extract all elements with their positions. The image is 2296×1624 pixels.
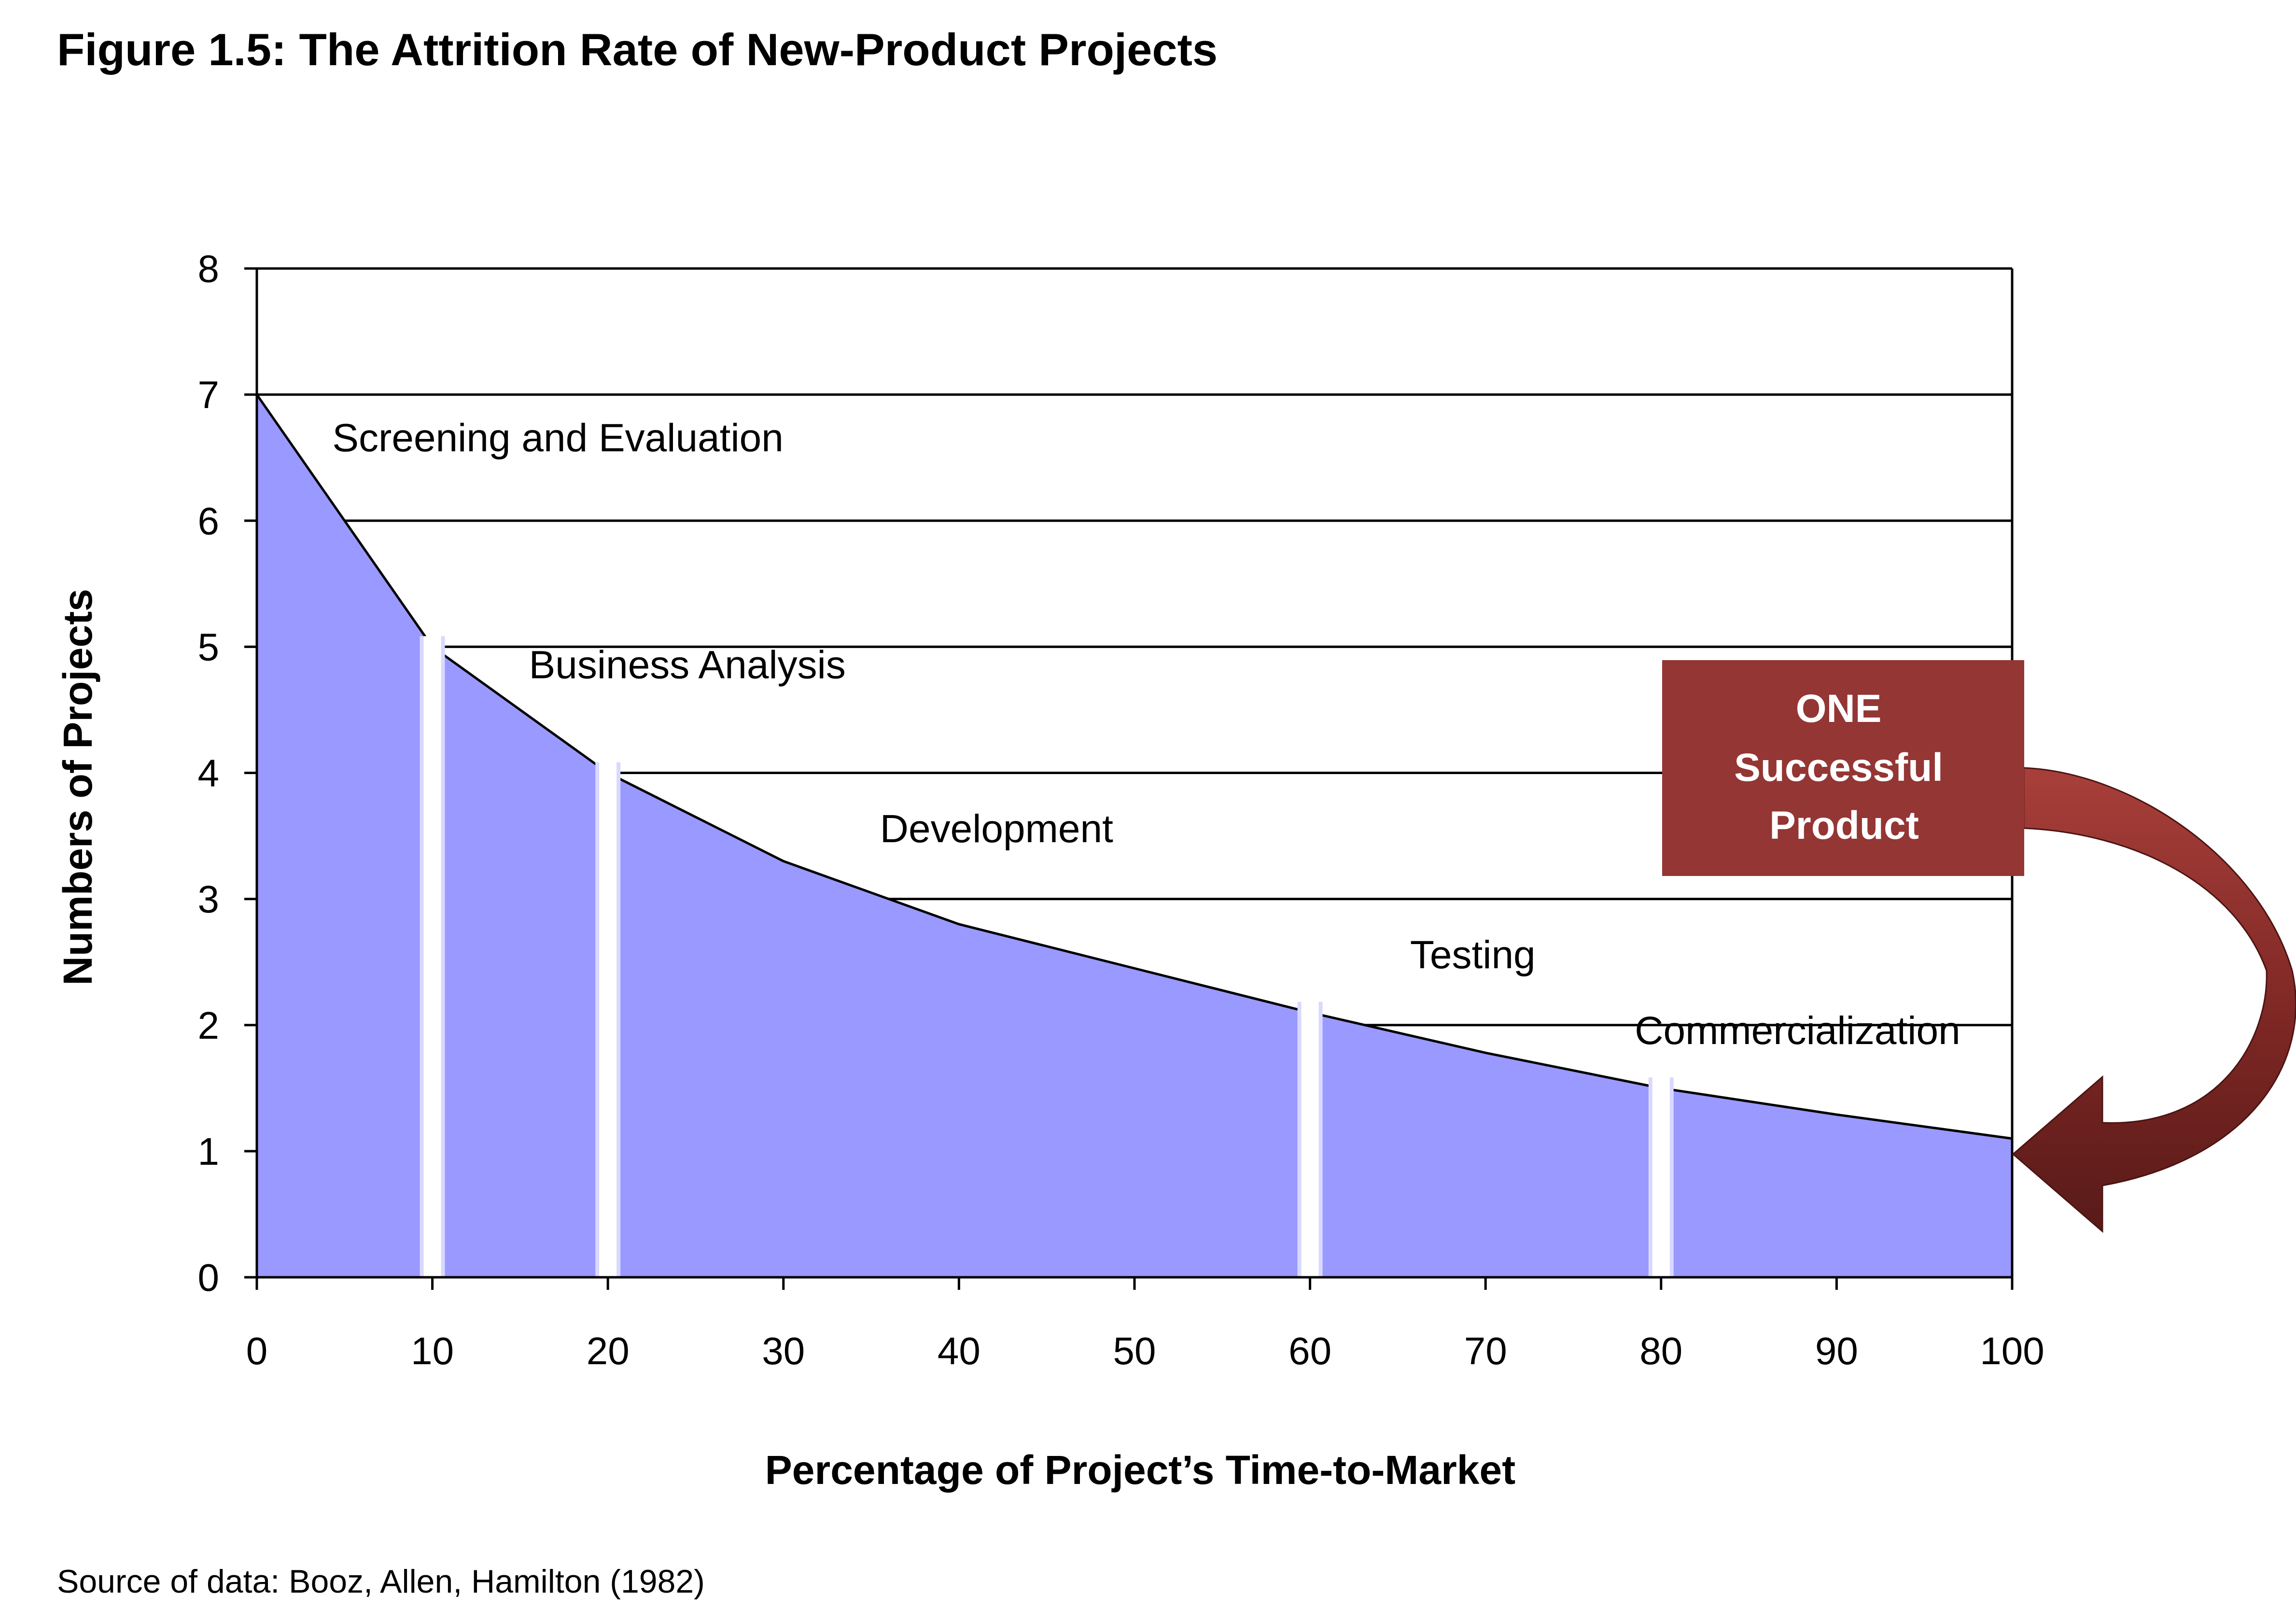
x-tick-label-40: 40	[938, 1329, 980, 1372]
x-tick-label-60: 60	[1288, 1329, 1331, 1372]
x-tick-label-70: 70	[1464, 1329, 1507, 1372]
y-tick-label-7: 7	[198, 373, 220, 416]
source-note: Source of data: Booz, Allen, Hamilton (1…	[57, 1563, 705, 1600]
stage-divider-60	[1301, 1002, 1319, 1277]
stage-label-5: Commercialization	[1635, 1009, 1960, 1053]
y-tick-label-1: 1	[198, 1130, 220, 1173]
stage-label-3: Development	[880, 807, 1113, 851]
x-tick-label-90: 90	[1815, 1329, 1858, 1372]
y-tick-label-0: 0	[198, 1256, 220, 1299]
success-callout-box	[1662, 660, 2024, 876]
y-tick-label-5: 5	[198, 625, 220, 668]
x-tick-label-20: 20	[587, 1329, 630, 1372]
x-tick-label-50: 50	[1113, 1329, 1156, 1372]
x-tick-label-30: 30	[762, 1329, 805, 1372]
y-axis-title: Numbers of Projects	[55, 589, 100, 986]
y-tick-label-2: 2	[198, 1004, 220, 1047]
x-tick-label-80: 80	[1639, 1329, 1682, 1372]
callout-line-3: Product	[1769, 804, 1919, 847]
figure-title: Figure 1.5: The Attrition Rate of New-Pr…	[57, 24, 1218, 75]
area-fill	[257, 395, 2012, 1277]
x-tick-label-0: 0	[246, 1329, 268, 1372]
y-tick-label-4: 4	[198, 752, 220, 795]
y-tick-label-8: 8	[198, 247, 220, 290]
stage-label-4: Testing	[1410, 933, 1536, 977]
x-axis-title: Percentage of Project’s Time-to-Market	[765, 1447, 1515, 1493]
stage-divider-20	[599, 762, 617, 1277]
stage-label-1: Screening and Evaluation	[332, 416, 784, 460]
y-tick-label-3: 3	[198, 878, 220, 921]
success-callout-text: ONE Successful Product	[1734, 687, 1954, 847]
x-tick-label-100: 100	[1980, 1329, 2044, 1372]
y-tick-label-6: 6	[198, 499, 220, 542]
stage-divider-80	[1652, 1077, 1670, 1277]
stage-divider-10	[423, 636, 441, 1277]
callout-line-2: Successful	[1734, 746, 1943, 790]
callout-line-1: ONE	[1796, 687, 1882, 731]
stage-label-2: Business Analysis	[529, 643, 846, 687]
x-tick-label-10: 10	[411, 1329, 454, 1372]
success-arrow	[2012, 767, 2296, 1233]
series-line	[255, 394, 2013, 1140]
